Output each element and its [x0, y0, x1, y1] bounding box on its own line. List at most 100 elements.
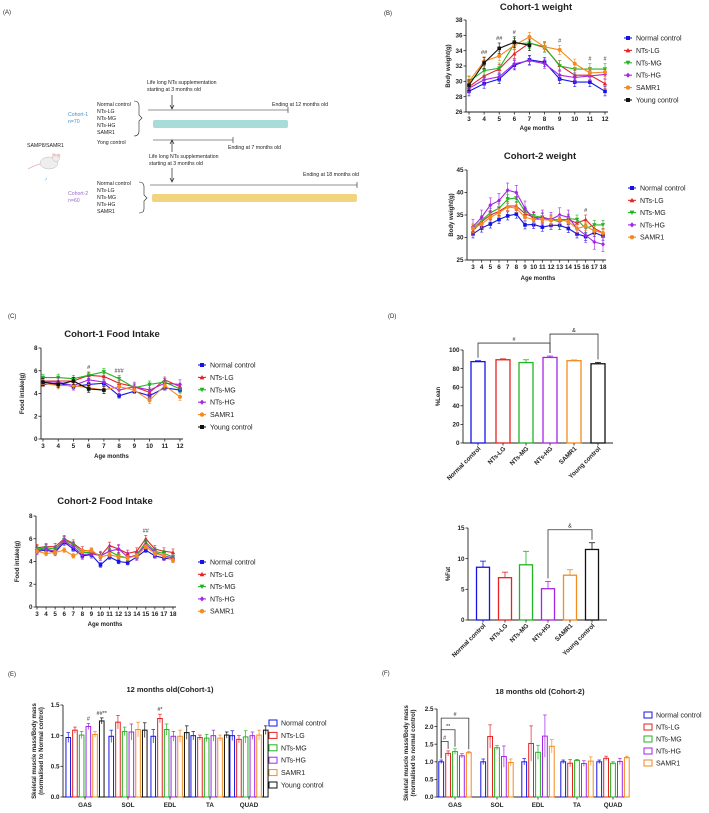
- y-tick-label: 0: [456, 440, 460, 447]
- marker-circle: [162, 383, 167, 388]
- marker-triangle: [101, 374, 107, 379]
- legend-label: NTs-MG: [636, 60, 662, 67]
- bar: [150, 735, 157, 798]
- x-tick-label: 10: [97, 611, 105, 618]
- x-tick-label: 8: [543, 116, 547, 123]
- x-tick-label: 7: [506, 264, 510, 271]
- series-line: [43, 379, 181, 391]
- supplementation-text: Life long NTs supplementation: [147, 80, 217, 86]
- y-axis-label: Skeletal muscle mass/Body mass: [404, 704, 410, 800]
- marker-circle: [575, 226, 579, 231]
- legend-label: NTs-MG: [640, 210, 666, 217]
- marker-circle: [44, 551, 49, 556]
- marker-square: [497, 46, 502, 51]
- x-tick-label: GAS: [448, 802, 462, 809]
- x-tick-label: 16: [582, 264, 590, 271]
- bar: [590, 363, 606, 444]
- bar: [438, 761, 445, 798]
- marker-square: [102, 388, 106, 392]
- legend-swatch: [268, 756, 278, 764]
- marker-circle: [505, 204, 510, 209]
- y-tick-label: 1.5: [51, 702, 60, 709]
- x-tick-label: SOL: [122, 802, 135, 809]
- male-symbol-icon: ♂: [44, 177, 48, 183]
- y-tick-label: 45: [456, 167, 464, 174]
- x-tick-label: 12: [176, 443, 184, 450]
- x-tick-label: EDL: [164, 802, 177, 809]
- legend-label: NTs-LG: [636, 48, 660, 55]
- series-line: [472, 189, 604, 245]
- legend-label: NTs-LG: [210, 572, 234, 579]
- y-axis-label: Body weight(g): [449, 193, 455, 236]
- x-tick-label: TA: [573, 802, 581, 809]
- x-tick-label: GAS: [78, 802, 92, 809]
- marker-triangle-down: [625, 60, 631, 66]
- marker-square: [200, 363, 204, 367]
- marker-circle: [132, 388, 137, 393]
- x-tick-label: 6: [497, 264, 501, 271]
- y-tick-label: 2.5: [425, 706, 434, 713]
- x-tick-label: Normal control: [446, 445, 483, 482]
- cohort1-group: NTs-HG: [97, 123, 115, 129]
- marker-triangle-down: [199, 584, 205, 589]
- marker-square: [200, 560, 204, 564]
- marker-square: [626, 36, 630, 40]
- cohort2-group: SAMR1: [97, 209, 115, 215]
- y-axis-label: Food intake(g): [20, 373, 26, 414]
- marker-square: [41, 380, 45, 384]
- marker-circle: [523, 215, 527, 220]
- cohort2-group: Normal control: [97, 181, 131, 187]
- marker-triangle-down: [592, 223, 597, 228]
- bar: [78, 734, 85, 798]
- series-nts-hg: [459, 714, 623, 798]
- marker-triangle-down: [574, 217, 580, 222]
- end-18-label: Ending at 18 months old: [303, 172, 359, 178]
- marker-circle: [479, 222, 484, 226]
- significance-annotation: #: [87, 365, 91, 371]
- series-nts-mg: [452, 744, 616, 798]
- marker-circle: [497, 210, 501, 215]
- marker-square: [117, 393, 121, 398]
- legend-label: NTs-HG: [281, 758, 306, 765]
- marker-diamond: [557, 72, 562, 78]
- legend-swatch: [268, 731, 278, 739]
- legend-label: Normal control: [640, 186, 686, 193]
- significance-label: #: [512, 337, 516, 343]
- bar: [452, 751, 458, 798]
- panel-label-f: (F): [382, 671, 390, 677]
- y-axis-label: %Fat: [446, 567, 452, 581]
- marker-diamond: [199, 399, 205, 405]
- legend-swatch: [643, 723, 653, 731]
- marker-diamond: [497, 74, 502, 80]
- marker-diamond: [178, 382, 182, 387]
- x-tick-label: 3: [35, 611, 39, 618]
- y-tick-label: 0: [29, 604, 33, 611]
- marker-diamond: [514, 190, 519, 195]
- significance-annotation: ##: [143, 528, 150, 534]
- chart-title: Cohort-2 Food Intake: [57, 496, 153, 507]
- x-tick-label: 13: [556, 264, 564, 271]
- marker-triangle-down: [199, 387, 205, 393]
- significance-bracket: [477, 342, 551, 358]
- legend-swatch: [268, 781, 278, 789]
- significance-bracket: [440, 717, 470, 759]
- x-tick-label: 11: [539, 264, 546, 271]
- bar: [108, 735, 115, 798]
- x-tick-label: 17: [591, 264, 599, 271]
- bar: [494, 747, 500, 798]
- marker-circle: [592, 228, 597, 233]
- y-tick-label: 60: [452, 384, 460, 391]
- cohort2-group: NTs-HG: [97, 202, 115, 208]
- panel-label-e: (E): [8, 672, 16, 678]
- marker-circle: [557, 47, 562, 52]
- bar: [584, 548, 600, 621]
- marker-diamond: [592, 239, 597, 245]
- x-tick-label: 9: [90, 611, 94, 618]
- series-nts-mg: [78, 723, 249, 798]
- series-line: [36, 537, 174, 557]
- series-line: [468, 60, 606, 89]
- x-tick-label: 9: [558, 116, 562, 123]
- significance-annotation: #*: [157, 707, 163, 713]
- cohort2-group: NTs-MG: [97, 195, 116, 201]
